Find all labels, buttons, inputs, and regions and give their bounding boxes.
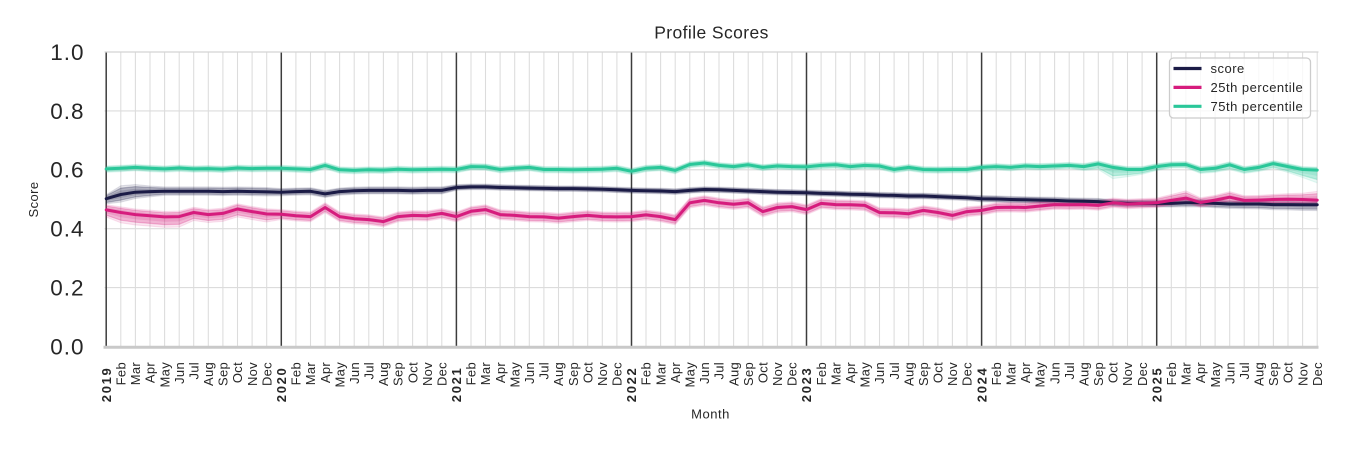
- svg-text:Jun: Jun: [347, 362, 362, 384]
- svg-text:Oct: Oct: [405, 362, 420, 383]
- svg-text:Sep: Sep: [566, 362, 581, 386]
- svg-text:Aug: Aug: [551, 362, 566, 386]
- svg-text:Jun: Jun: [697, 362, 712, 384]
- svg-text:Oct: Oct: [931, 362, 946, 383]
- svg-text:May: May: [507, 362, 522, 388]
- svg-text:Aug: Aug: [1077, 362, 1092, 386]
- svg-text:Jun: Jun: [522, 362, 537, 384]
- svg-text:0.8: 0.8: [50, 99, 84, 124]
- svg-text:Jun: Jun: [1222, 362, 1237, 384]
- svg-text:Mar: Mar: [1179, 362, 1194, 386]
- svg-text:Nov: Nov: [595, 362, 610, 386]
- svg-text:0.6: 0.6: [50, 158, 84, 183]
- svg-text:Feb: Feb: [814, 362, 829, 385]
- svg-text:Feb: Feb: [464, 362, 479, 385]
- svg-text:Sep: Sep: [916, 362, 931, 386]
- svg-text:Dec: Dec: [785, 362, 800, 386]
- svg-text:0.2: 0.2: [50, 276, 84, 301]
- svg-text:Month: Month: [691, 406, 730, 421]
- svg-text:75th percentile: 75th percentile: [1211, 99, 1304, 114]
- svg-text:Jul: Jul: [537, 362, 552, 380]
- svg-text:2024: 2024: [974, 367, 989, 403]
- svg-text:Apr: Apr: [493, 362, 508, 384]
- svg-text:Feb: Feb: [989, 362, 1004, 385]
- svg-text:Aug: Aug: [901, 362, 916, 386]
- svg-text:2025: 2025: [1149, 367, 1164, 403]
- svg-text:Oct: Oct: [580, 362, 595, 383]
- svg-text:Sep: Sep: [1266, 362, 1281, 386]
- svg-text:2021: 2021: [449, 367, 464, 403]
- svg-text:Dec: Dec: [259, 362, 274, 386]
- svg-text:Nov: Nov: [245, 362, 260, 386]
- svg-text:Jun: Jun: [872, 362, 887, 384]
- svg-text:May: May: [1033, 362, 1048, 388]
- svg-text:Score: Score: [26, 182, 41, 218]
- svg-text:Dec: Dec: [610, 362, 625, 386]
- svg-text:Aug: Aug: [726, 362, 741, 386]
- svg-text:Oct: Oct: [1281, 362, 1296, 383]
- svg-text:1.0: 1.0: [50, 40, 84, 65]
- svg-text:Jul: Jul: [1062, 362, 1077, 380]
- svg-text:Mar: Mar: [303, 362, 318, 386]
- svg-text:Mar: Mar: [1004, 362, 1019, 386]
- svg-text:May: May: [332, 362, 347, 388]
- svg-text:2020: 2020: [274, 367, 289, 403]
- svg-text:Mar: Mar: [653, 362, 668, 386]
- svg-text:Feb: Feb: [1164, 362, 1179, 385]
- svg-text:Jun: Jun: [1047, 362, 1062, 384]
- svg-text:25th percentile: 25th percentile: [1211, 80, 1304, 95]
- svg-text:Aug: Aug: [1252, 362, 1267, 386]
- svg-text:May: May: [683, 362, 698, 388]
- svg-text:Mar: Mar: [828, 362, 843, 386]
- svg-text:Dec: Dec: [435, 362, 450, 386]
- svg-text:Mar: Mar: [128, 362, 143, 386]
- svg-text:Apr: Apr: [1018, 362, 1033, 384]
- svg-text:Apr: Apr: [143, 362, 158, 384]
- svg-text:Feb: Feb: [114, 362, 129, 385]
- svg-text:Jul: Jul: [186, 362, 201, 380]
- svg-text:Jul: Jul: [362, 362, 377, 380]
- svg-text:May: May: [858, 362, 873, 388]
- svg-text:Sep: Sep: [741, 362, 756, 386]
- svg-text:Apr: Apr: [1193, 362, 1208, 384]
- svg-text:2019: 2019: [99, 367, 114, 403]
- svg-text:2023: 2023: [799, 367, 814, 403]
- svg-text:May: May: [1208, 362, 1223, 388]
- svg-text:0.0: 0.0: [50, 334, 84, 359]
- svg-text:Jul: Jul: [1237, 362, 1252, 380]
- svg-text:Sep: Sep: [1091, 362, 1106, 386]
- svg-text:Dec: Dec: [960, 362, 975, 386]
- svg-text:Apr: Apr: [843, 362, 858, 384]
- svg-text:Oct: Oct: [230, 362, 245, 383]
- svg-text:0.4: 0.4: [50, 217, 84, 242]
- svg-text:Nov: Nov: [945, 362, 960, 386]
- svg-text:Feb: Feb: [639, 362, 654, 385]
- svg-text:Feb: Feb: [289, 362, 304, 385]
- svg-text:Sep: Sep: [391, 362, 406, 386]
- svg-text:2022: 2022: [624, 367, 639, 403]
- svg-text:Profile Scores: Profile Scores: [654, 23, 769, 43]
- svg-text:Dec: Dec: [1310, 362, 1325, 386]
- svg-text:Apr: Apr: [318, 362, 333, 384]
- svg-text:Aug: Aug: [201, 362, 216, 386]
- svg-text:May: May: [157, 362, 172, 388]
- svg-text:Oct: Oct: [756, 362, 771, 383]
- svg-text:Sep: Sep: [216, 362, 231, 386]
- svg-text:Oct: Oct: [1106, 362, 1121, 383]
- svg-text:Nov: Nov: [420, 362, 435, 386]
- svg-text:score: score: [1211, 61, 1245, 76]
- svg-text:Jul: Jul: [712, 362, 727, 380]
- svg-text:Mar: Mar: [478, 362, 493, 386]
- svg-text:Dec: Dec: [1135, 362, 1150, 386]
- svg-text:Apr: Apr: [668, 362, 683, 384]
- svg-text:Nov: Nov: [770, 362, 785, 386]
- svg-text:Nov: Nov: [1295, 362, 1310, 386]
- svg-text:Nov: Nov: [1120, 362, 1135, 386]
- svg-text:Aug: Aug: [376, 362, 391, 386]
- svg-text:Jul: Jul: [887, 362, 902, 380]
- svg-text:Jun: Jun: [172, 362, 187, 384]
